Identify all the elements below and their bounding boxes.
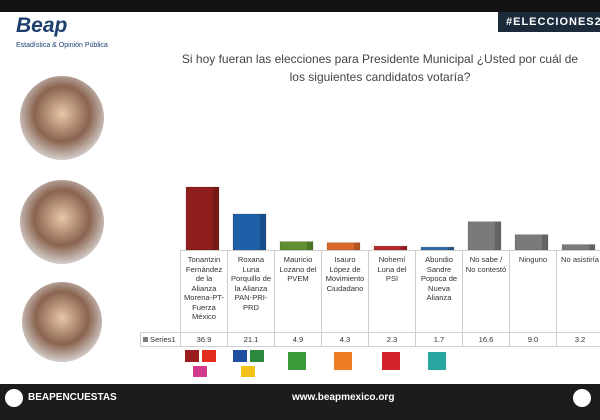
bar-shade xyxy=(260,213,266,250)
value-label: 4.3 xyxy=(321,332,369,347)
bar-shade xyxy=(495,221,501,250)
category-label: Abundio Sandre Popoca de Nueva Alianza xyxy=(415,250,463,333)
value-label: 21.1 xyxy=(227,332,275,347)
category-label: Mauricio Lozano del PVEM xyxy=(274,250,322,333)
bar-shade xyxy=(589,244,595,250)
value-label: 36.9 xyxy=(180,332,228,347)
candidate-photo xyxy=(20,76,104,160)
category-label: Roxana Luna Porquillo de la Alianza PAN-… xyxy=(227,250,275,333)
candidate-photo xyxy=(22,282,102,362)
legend-cell xyxy=(140,332,181,347)
bar-shade xyxy=(448,247,454,250)
footer-bar xyxy=(0,384,600,420)
value-label: 16.6 xyxy=(462,332,510,347)
category-label: Ninguno xyxy=(509,250,557,333)
bar xyxy=(514,234,549,251)
candidate-photo xyxy=(20,180,104,264)
website: www.beapmexico.org xyxy=(292,392,395,403)
value-label: 1.7 xyxy=(415,332,463,347)
legend-swatch xyxy=(143,337,148,342)
bar-shade xyxy=(213,187,219,250)
bar xyxy=(185,186,220,251)
bar xyxy=(279,241,314,251)
logo: Beap xyxy=(16,14,68,37)
bar xyxy=(467,221,502,251)
value-label: 9.0 xyxy=(509,332,557,347)
bar-shade xyxy=(401,246,407,250)
category-label: No sabe / No contestó xyxy=(462,250,510,333)
category-label: No asistiría xyxy=(556,250,600,333)
category-label: Tonantzin Fernández de la Alianza Morena… xyxy=(180,250,228,333)
hashtag: #ELECCIONES20 xyxy=(498,12,600,32)
bar-shade xyxy=(307,241,313,250)
tagline: Estadística & Opinión Pública xyxy=(16,42,108,49)
bar-shade xyxy=(542,234,548,250)
bar xyxy=(232,213,267,251)
facebook-icon xyxy=(5,389,23,407)
bar xyxy=(373,245,408,251)
social-handle: BEAPENCUESTAS xyxy=(28,392,117,403)
top-bar xyxy=(0,0,600,12)
chart-title: Si hoy fueran las elecciones para Presid… xyxy=(181,52,579,84)
value-label: 3.2 xyxy=(556,332,600,347)
bar-shade xyxy=(354,242,360,250)
category-label: Nohemí Luna del PSI xyxy=(368,250,416,333)
value-label: 4.9 xyxy=(274,332,322,347)
legend-label: Series1 xyxy=(150,335,176,344)
party-logos xyxy=(185,350,446,377)
category-label: Isauro López de Movimiento Ciudadano xyxy=(321,250,369,333)
twitter-icon xyxy=(573,389,591,407)
value-label: 2.3 xyxy=(368,332,416,347)
